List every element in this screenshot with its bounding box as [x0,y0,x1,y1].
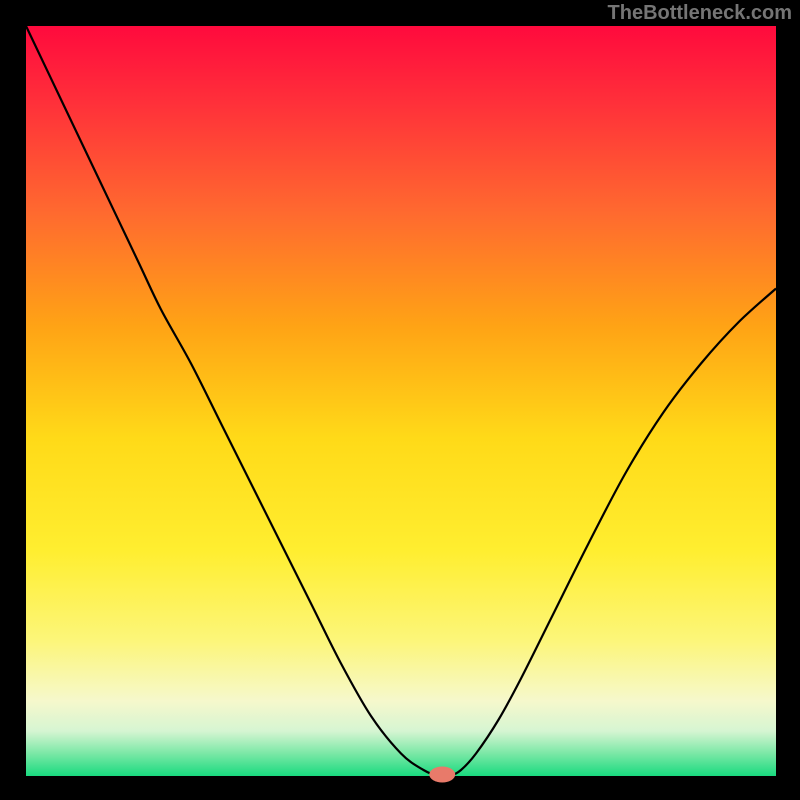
plot-area [26,26,776,776]
chart-container: TheBottleneck.com [0,0,800,800]
optimal-marker [429,767,455,783]
bottleneck-chart [0,0,800,800]
watermark-text: TheBottleneck.com [608,2,792,25]
